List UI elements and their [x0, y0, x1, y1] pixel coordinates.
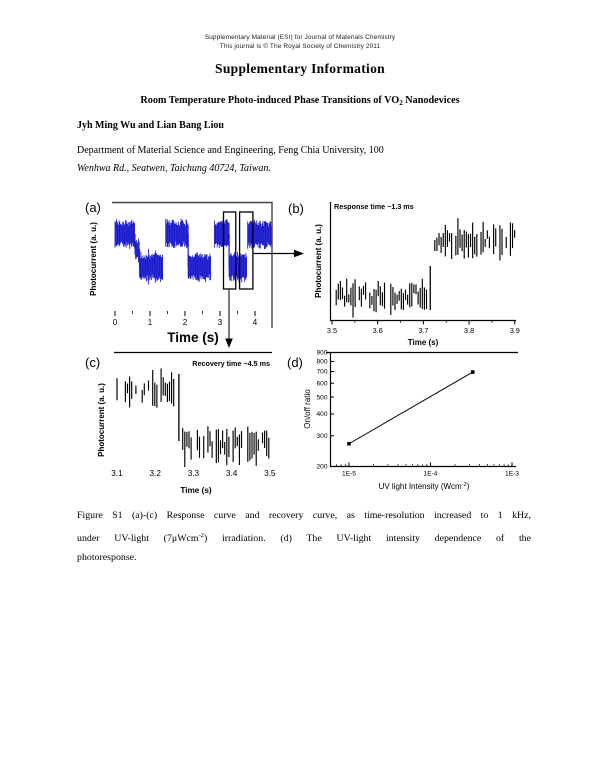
data-point-marker: [347, 441, 351, 446]
authors: Jyh Ming Wu and Lian Bang Liou: [77, 120, 224, 131]
callout-bracket-line: [112, 201, 273, 328]
svg-text:600: 600: [316, 380, 327, 387]
panel-c-tick-labels: 3.1 3.2 3.3 3.4 3.5: [111, 469, 276, 478]
svg-text:1E-5: 1E-5: [342, 471, 356, 478]
affiliation-line2: Wenhwa Rd., Seatwen, Taichung 40724, Tai…: [77, 163, 271, 174]
panel-d: (d) On/off ratio UV light Intensity (Wcm…: [287, 350, 519, 491]
panel-d-ylabel: On/off ratio: [303, 389, 312, 429]
svg-text:1E-3: 1E-3: [505, 471, 519, 478]
svg-text:500: 500: [316, 394, 327, 401]
superscript-minus-2: -2: [198, 531, 205, 539]
svg-text:2: 2: [183, 318, 188, 327]
esi-header-line1: Supplementary Material (ESI) for Journal…: [204, 34, 396, 41]
svg-text:700: 700: [316, 369, 327, 376]
panel-b-tick-labels: 3.5 3.6 3.7 3.8 3.9: [327, 320, 520, 335]
trend-line: [348, 371, 474, 445]
svg-text:3.3: 3.3: [188, 469, 200, 478]
panel-c-xlabel: Time (s): [180, 486, 212, 495]
data-point-marker: [470, 370, 475, 374]
subscript-2: 2: [399, 99, 403, 107]
panel-b: (b) Response time ~1.3 ms Photocurrent (…: [288, 201, 520, 347]
panel-b-signal: [335, 218, 516, 318]
svg-text:4: 4: [253, 318, 258, 327]
svg-text:3.8: 3.8: [464, 326, 474, 335]
svg-text:1E-4: 1E-4: [424, 471, 438, 478]
svg-text:3.2: 3.2: [150, 469, 162, 478]
panel-c-annotation: Recovery time ~4.5 ms: [192, 359, 270, 368]
arrow-to-panel-b: [253, 249, 304, 258]
panel-c-signal: [116, 368, 270, 468]
panel-b-xlabel: Time (s): [408, 338, 439, 347]
panel-b-annotation: Response time ~1.3 ms: [334, 202, 414, 211]
panel-c-ylabel: Photocurrent (a. u.): [97, 383, 106, 457]
zoom-box: [238, 211, 254, 290]
article-title: Room Temperature Photo-induced Phase Tra…: [140, 95, 460, 107]
panel-d-data-series: [347, 370, 475, 446]
panel-d-tick-labels: 200 300 400 500 600 700 800 900 1E-5 1E-4 1E-3: [316, 350, 519, 478]
superscript-minus-2: -2: [462, 482, 467, 488]
panel-a-tick-labels: 0 1 2 3 4: [113, 311, 258, 327]
svg-text:1: 1: [148, 318, 153, 327]
panel-d-label: (d): [287, 355, 303, 370]
svg-text:3.5: 3.5: [327, 326, 337, 335]
caption-line2: under UV-light (7μWcm-2) irradiation. (d…: [77, 531, 532, 544]
panel-b-ylabel: Photocurrent (a. u.): [314, 224, 323, 298]
figure-caption: Figure S1 (a)-(c) Response curve and rec…: [77, 506, 531, 568]
page-title: Supplementary Information: [215, 61, 385, 76]
caption-line1: Figure S1 (a)-(c) Response curve and rec…: [77, 510, 531, 521]
svg-text:0: 0: [113, 318, 118, 327]
panel-a-label: (a): [85, 200, 101, 215]
affiliation-line1: Department of Material Science and Engin…: [77, 145, 384, 156]
svg-text:3.6: 3.6: [373, 326, 383, 335]
panel-c: (c) Recovery time ~4.5 ms Photocurrent (…: [85, 351, 276, 495]
svg-text:400: 400: [316, 411, 327, 418]
panel-b-label: (b): [288, 201, 304, 216]
arrow-to-panel-c: [225, 289, 233, 348]
panel-c-label: (c): [85, 355, 100, 370]
panel-a: (a) Photocurrent (a. u.) Time (s) 0 1 2 3 4: [85, 200, 304, 348]
esi-header-line2: This journal is © The Royal Society of C…: [219, 43, 381, 50]
svg-text:3.7: 3.7: [418, 326, 428, 335]
svg-text:800: 800: [316, 359, 327, 366]
svg-text:900: 900: [316, 350, 327, 357]
panel-d-xlabel: UV light Intensity (Wcm-2): [379, 482, 470, 491]
svg-text:300: 300: [316, 433, 327, 440]
svg-text:3.4: 3.4: [226, 469, 238, 478]
svg-text:200: 200: [316, 464, 327, 471]
svg-text:3.1: 3.1: [111, 469, 123, 478]
svg-text:3: 3: [218, 318, 223, 327]
svg-text:3.9: 3.9: [510, 326, 520, 335]
panel-a-signal: [114, 218, 272, 285]
caption-line3: photoresponse.: [77, 552, 137, 564]
panel-a-ylabel: Photocurrent (a. u.): [89, 222, 98, 296]
svg-text:3.5: 3.5: [264, 469, 276, 478]
panel-a-xlabel: Time (s): [167, 330, 219, 345]
